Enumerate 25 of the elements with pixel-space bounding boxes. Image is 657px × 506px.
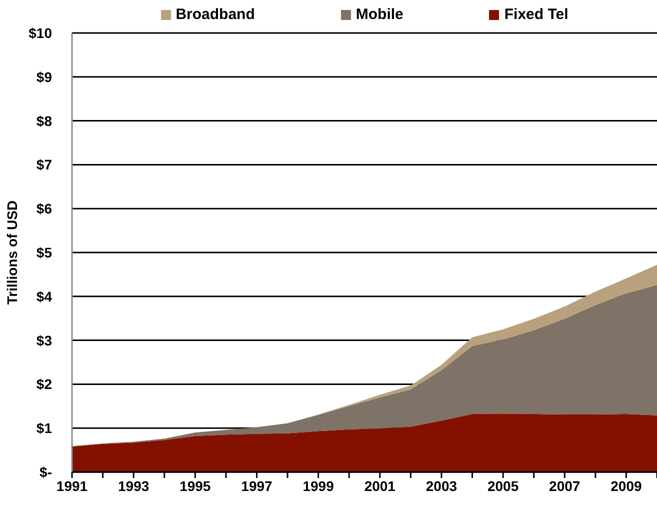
y-tick-label: $4 bbox=[36, 288, 52, 304]
x-tick-label: 2009 bbox=[610, 478, 642, 494]
y-axis-title: Trillions of USD bbox=[4, 200, 20, 305]
y-tick-label: $8 bbox=[36, 112, 52, 129]
y-tick-label: $7 bbox=[36, 156, 52, 173]
x-tick-label: 1997 bbox=[241, 478, 273, 494]
y-tick-label: $9 bbox=[36, 68, 52, 85]
y-tick-label: $10 bbox=[28, 24, 52, 41]
x-tick-label: 2007 bbox=[549, 478, 580, 494]
x-tick-label: 1993 bbox=[118, 478, 150, 494]
y-tick-label: $2 bbox=[36, 376, 52, 392]
legend-label: Mobile bbox=[356, 6, 404, 23]
y-tick-label: $3 bbox=[36, 332, 52, 348]
x-tick-label: 2005 bbox=[487, 478, 519, 494]
x-tick-label: 2001 bbox=[364, 478, 396, 494]
y-tick-label: $- bbox=[40, 464, 52, 480]
x-tick-label: 1999 bbox=[302, 478, 334, 494]
legend-label: Fixed Tel bbox=[504, 6, 568, 23]
y-tick-label: $1 bbox=[36, 420, 52, 436]
y-tick-label: $5 bbox=[36, 244, 52, 260]
legend-label: Broadband bbox=[176, 6, 255, 23]
x-tick-label: 2003 bbox=[426, 478, 458, 494]
y-tick-label: $6 bbox=[36, 200, 52, 217]
x-tick-label: 1995 bbox=[180, 478, 211, 494]
x-tick-label: 1991 bbox=[56, 478, 88, 494]
